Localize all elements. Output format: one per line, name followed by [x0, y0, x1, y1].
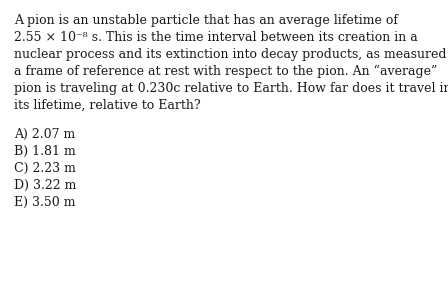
Text: its lifetime, relative to Earth?: its lifetime, relative to Earth?	[14, 99, 201, 112]
Text: A pion is an unstable particle that has an average lifetime of: A pion is an unstable particle that has …	[14, 14, 398, 27]
Text: C) 2.23 m: C) 2.23 m	[14, 162, 76, 175]
Text: a frame of reference at rest with respect to the pion. An “average”: a frame of reference at rest with respec…	[14, 65, 437, 78]
Text: B) 1.81 m: B) 1.81 m	[14, 145, 76, 158]
Text: A) 2.07 m: A) 2.07 m	[14, 128, 75, 141]
Text: nuclear process and its extinction into decay products, as measured in: nuclear process and its extinction into …	[14, 48, 448, 61]
Text: D) 3.22 m: D) 3.22 m	[14, 179, 76, 192]
Text: pion is traveling at 0.230c relative to Earth. How far does it travel in: pion is traveling at 0.230c relative to …	[14, 82, 448, 95]
Text: 2.55 × 10⁻⁸ s. This is the time interval between its creation in a: 2.55 × 10⁻⁸ s. This is the time interval…	[14, 31, 418, 44]
Text: E) 3.50 m: E) 3.50 m	[14, 196, 76, 209]
